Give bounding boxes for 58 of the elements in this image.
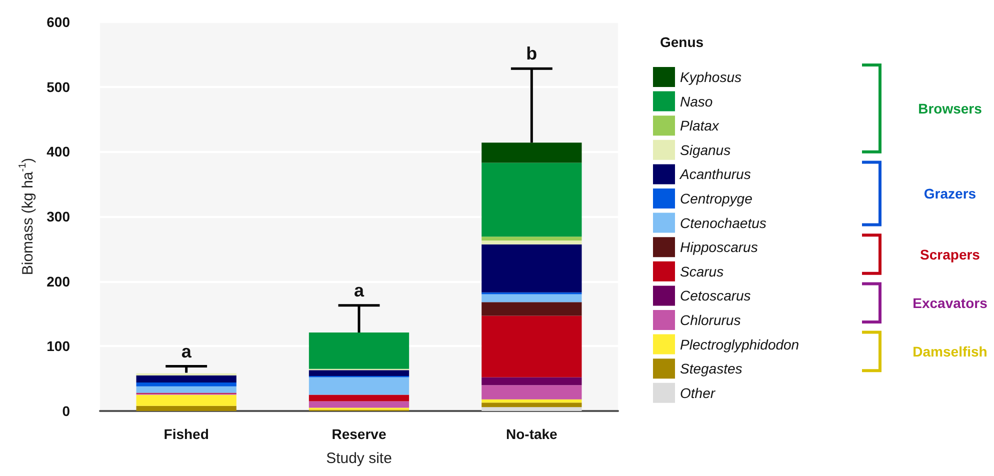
text: Browsers	[918, 100, 982, 116]
bar	[482, 407, 582, 411]
bar	[308, 370, 410, 376]
y-tick-label: 500	[46, 78, 70, 95]
legend-label: Scarus	[680, 263, 724, 280]
bar	[308, 377, 410, 395]
y-tick-label: 0	[62, 403, 70, 419]
text: Excavators	[912, 294, 988, 311]
y-tick-label: 600	[46, 14, 70, 30]
bar	[308, 332, 410, 369]
legend-label: Hipposcarus	[680, 239, 758, 256]
y-tick-label: 300	[46, 208, 70, 224]
bar	[136, 382, 236, 386]
legend-label: Siganus	[680, 142, 731, 158]
legend-label: Kyphosus	[680, 69, 742, 85]
legend-label: Naso	[680, 93, 713, 110]
bar	[482, 162, 582, 237]
legend-label: Centropyge	[680, 190, 753, 206]
text: Damselfish	[912, 343, 988, 360]
bar	[308, 394, 410, 402]
legend-label: Platax	[680, 118, 720, 134]
annotation: b	[526, 44, 538, 64]
y-tick-label: 400	[46, 144, 70, 160]
x-axis-title: Study site	[326, 450, 392, 467]
legend-title: Genus	[660, 34, 704, 50]
text: Grazers	[924, 186, 976, 202]
bar	[136, 394, 236, 406]
bar	[482, 316, 582, 378]
bar	[482, 399, 582, 403]
bar	[308, 401, 410, 408]
legend-label: Cetoscarus	[680, 288, 751, 304]
bar	[482, 240, 582, 244]
bar	[482, 244, 582, 292]
x-tick-label: Fished	[164, 426, 209, 442]
bar	[136, 386, 236, 393]
legend-label: Chlorurus	[680, 312, 741, 328]
y-axis-title: Biomass (kg ha-1)	[18, 158, 37, 276]
bar	[482, 142, 582, 163]
legend-label: Ctenochaetus	[680, 214, 766, 231]
legend-label: Plectroglyphidodon	[680, 336, 800, 352]
bar	[136, 375, 236, 382]
bar	[482, 385, 582, 400]
y-tick-label: 200	[46, 273, 70, 290]
text: Scrapers	[920, 246, 980, 262]
x-tick-label: Reserve	[332, 426, 386, 442]
bar	[482, 294, 582, 302]
bar	[482, 377, 582, 386]
legend-label: Acanthurus	[679, 166, 751, 182]
y-tick-label: 100	[46, 338, 70, 354]
bar	[136, 406, 236, 411]
bar	[482, 402, 582, 408]
annotation: a	[181, 341, 192, 362]
x-tick-label: No-take	[506, 426, 558, 442]
bar	[482, 236, 582, 240]
legend-label: Other	[680, 384, 716, 401]
bar	[482, 302, 582, 316]
annotation: a	[354, 280, 365, 300]
legend-label: Stegastes	[680, 360, 742, 377]
